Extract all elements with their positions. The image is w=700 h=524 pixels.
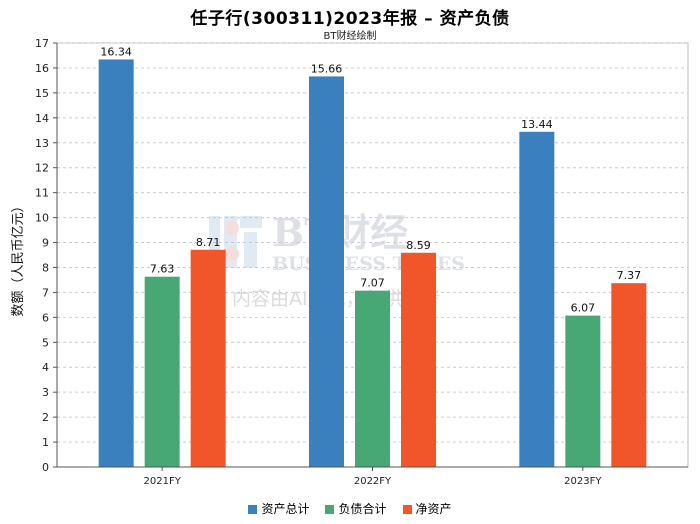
bar-net-assets xyxy=(611,283,647,467)
y-tick-label: 11 xyxy=(35,187,49,200)
y-tick-label: 3 xyxy=(42,386,49,399)
y-tick-label: 0 xyxy=(42,461,49,474)
x-tick-label: 2022FY xyxy=(354,476,392,487)
data-label: 8.71 xyxy=(196,236,221,249)
legend: 资产总计 负债合计 净资产 xyxy=(0,500,700,517)
y-tick-label: 1 xyxy=(42,436,49,449)
watermark-brand-en: BUSINESS TIMES xyxy=(272,253,465,275)
y-tick-label: 7 xyxy=(42,286,49,299)
data-label: 13.44 xyxy=(521,118,553,131)
bar-chart: BT财经 BUSINESS TIMES 内容由AI生成，仅供参考 16.347.… xyxy=(11,37,689,487)
data-label: 7.37 xyxy=(617,269,642,282)
legend-label: 净资产 xyxy=(415,502,452,516)
legend-label: 负债合计 xyxy=(338,502,387,516)
bar-total-assets xyxy=(519,131,555,467)
data-label: 7.63 xyxy=(150,263,175,276)
chart-subtitle: BT财经绘制 xyxy=(323,31,377,42)
y-axis-label: 数额（人民币亿元） xyxy=(11,199,26,316)
y-tick-label: 2 xyxy=(42,411,49,424)
x-tick-label: 2023FY xyxy=(564,476,602,487)
bar-total-liabilities xyxy=(355,290,390,467)
data-label: 7.07 xyxy=(360,277,385,290)
y-tick-label: 5 xyxy=(42,336,49,349)
bar-total-assets xyxy=(98,59,134,467)
bars xyxy=(98,59,647,467)
legend-item: 净资产 xyxy=(402,500,452,517)
data-labels: 16.34 7.63 8.71 15.66 7.07 8.59 13.44 6.07 7.37 xyxy=(100,45,641,314)
y-tick-label: 14 xyxy=(35,112,49,125)
legend-item: 资产总计 xyxy=(248,500,309,517)
data-label: 8.59 xyxy=(406,239,431,252)
y-tick-label: 9 xyxy=(42,237,49,250)
legend-swatch xyxy=(402,505,412,514)
y-tick-label: 13 xyxy=(35,137,49,150)
bar-net-assets xyxy=(401,252,436,467)
y-tick-label: 16 xyxy=(35,62,49,75)
data-label: 6.07 xyxy=(571,302,596,315)
y-tick-label: 4 xyxy=(42,361,49,374)
y-tick-label: 15 xyxy=(35,87,49,100)
bar-total-assets xyxy=(309,76,344,467)
bar-total-liabilities xyxy=(144,276,180,467)
y-tick-label: 6 xyxy=(42,311,49,324)
legend-swatch xyxy=(248,505,258,514)
data-label: 15.66 xyxy=(311,62,343,75)
y-tick-label: 17 xyxy=(35,37,49,50)
data-label: 16.34 xyxy=(100,45,132,58)
y-tick-label: 8 xyxy=(42,261,49,274)
bar-total-liabilities xyxy=(565,315,601,467)
legend-item: 负债合计 xyxy=(325,500,387,517)
legend-swatch xyxy=(325,505,335,514)
x-tick-label: 2021FY xyxy=(144,476,182,487)
y-tick-label: 12 xyxy=(35,162,49,175)
bt-logo-mark xyxy=(209,216,262,268)
chart-title: 任子行(300311)2023年报 – 资产负债 xyxy=(190,9,510,29)
y-tick-label: 10 xyxy=(35,212,49,225)
legend-label: 资产总计 xyxy=(261,502,310,516)
bar-net-assets xyxy=(190,249,226,467)
